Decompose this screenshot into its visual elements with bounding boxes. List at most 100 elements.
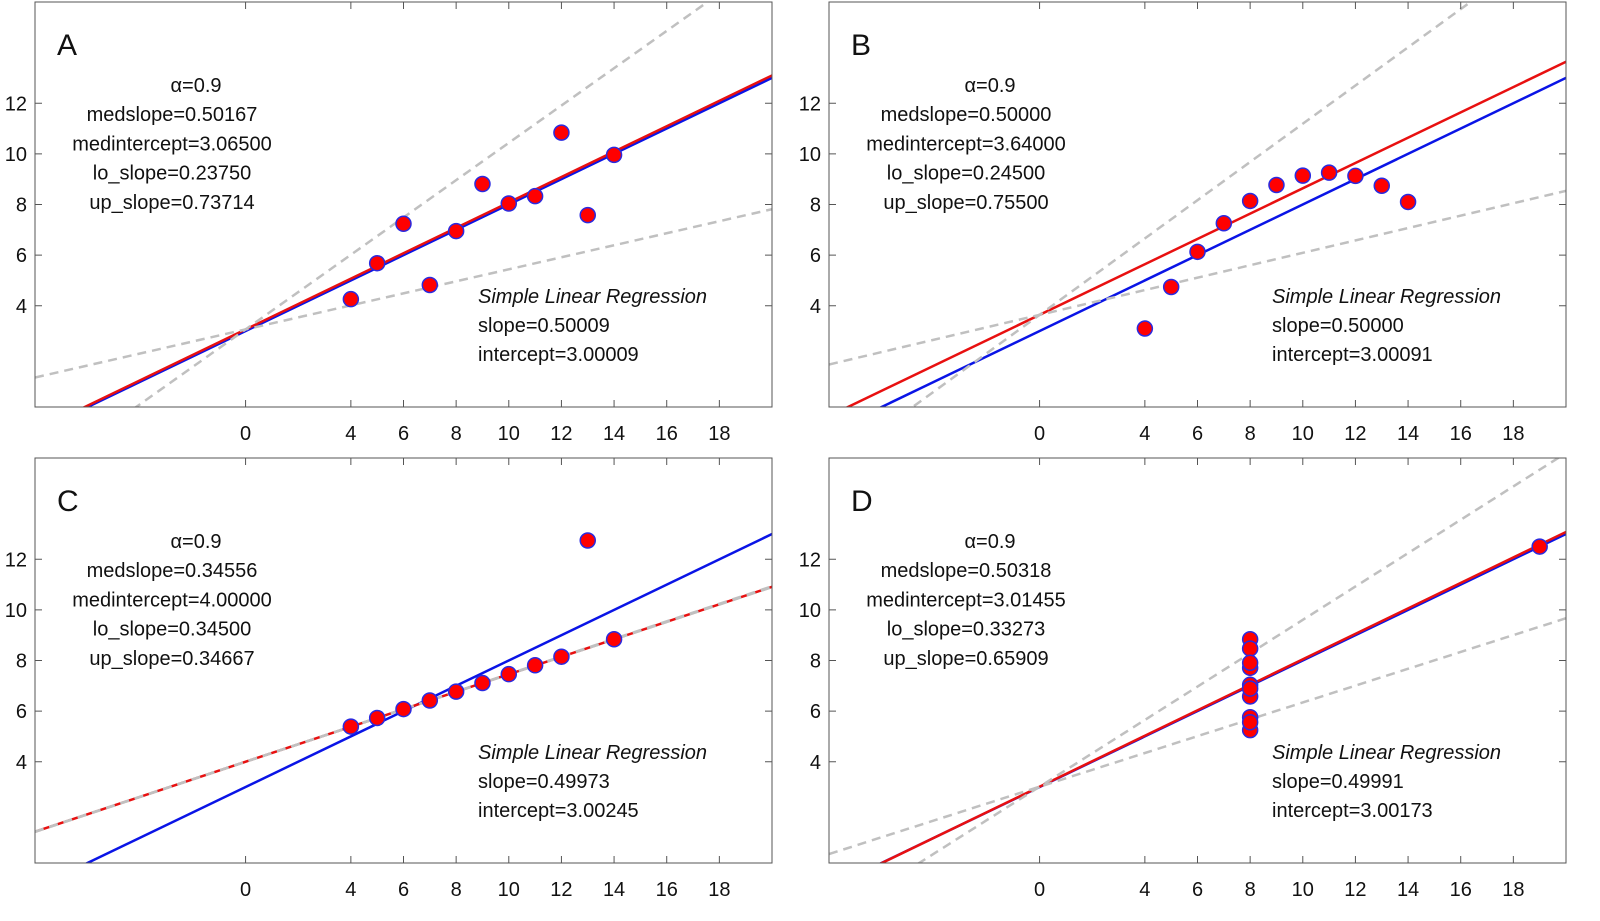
- data-point: [1268, 176, 1285, 194]
- data-point: [395, 215, 412, 232]
- data-point: [1215, 214, 1233, 232]
- y-tick-label: 8: [810, 195, 821, 217]
- data-point: [474, 175, 491, 193]
- x-tick-label: 18: [1502, 879, 1524, 901]
- y-tick-label: 12: [799, 93, 821, 115]
- x-tick-label: 6: [398, 423, 409, 445]
- panel-label: B: [851, 29, 871, 62]
- theil-sen-line: [879, 530, 1566, 863]
- x-tick-label: 8: [451, 879, 462, 901]
- x-tick-label: 14: [603, 423, 625, 445]
- panel-a: 4 6 8 10 12 0 4 6 8 10 12 14 16 18 Aα=0.9 medslope=0.50…: [5, 1, 773, 445]
- robust-stat: lo_slope=0.34500: [93, 619, 251, 641]
- robust-stat: up_slope=0.34667: [89, 648, 254, 670]
- upper-bound-line: [35, 585, 772, 834]
- alpha-label: α=0.9: [964, 531, 1015, 553]
- y-tick-label: 8: [16, 195, 27, 217]
- ols-stat: slope=0.49973: [478, 771, 610, 793]
- ols-stat: intercept=3.00173: [1272, 800, 1433, 822]
- x-tick-label: 0: [1034, 423, 1045, 445]
- panel-label: A: [57, 29, 77, 62]
- robust-stat: lo_slope=0.33273: [887, 619, 1045, 641]
- robust-stat: medslope=0.50167: [87, 104, 258, 126]
- x-tick-label: 16: [1450, 423, 1472, 445]
- alpha-label: α=0.9: [170, 75, 221, 97]
- data-point: [500, 195, 518, 212]
- data-point: [1320, 164, 1338, 181]
- ols-title: Simple Linear Regression: [478, 742, 707, 764]
- panel-c: 4 6 8 10 12 0 4 6 8 10 12 14 16 18 Cα=0.9 medslope=0.34…: [5, 457, 773, 901]
- x-tick-label: 14: [1397, 423, 1419, 445]
- data-point: [421, 276, 439, 294]
- theil-sen-line: [81, 74, 772, 407]
- x-tick-label: 10: [1292, 879, 1314, 901]
- ols-stat: intercept=3.00009: [478, 344, 639, 366]
- y-tick-label: 6: [16, 245, 27, 267]
- data-point: [605, 146, 623, 164]
- data-point: [342, 290, 360, 308]
- panel-label: C: [57, 485, 79, 518]
- x-tick-label: 10: [1292, 423, 1314, 445]
- y-tick-label: 6: [810, 701, 821, 723]
- data-point: [526, 187, 544, 205]
- y-tick-label: 10: [799, 144, 821, 166]
- robust-stat: up_slope=0.75500: [883, 192, 1048, 214]
- data-point: [1294, 167, 1312, 184]
- data-point: [553, 124, 570, 141]
- ols-title: Simple Linear Regression: [1272, 742, 1501, 764]
- x-tick-label: 6: [1192, 423, 1203, 445]
- x-tick-label: 16: [656, 423, 678, 445]
- panel-b: 4 6 8 10 12 0 4 6 8 10 12 14 16 18 Bα=0.9 medslope=0.50…: [799, 1, 1567, 445]
- x-tick-label: 18: [708, 423, 730, 445]
- data-point: [553, 648, 570, 665]
- x-tick-label: 12: [1344, 879, 1366, 901]
- lower-bound-line: [829, 617, 1566, 856]
- data-point: [605, 630, 623, 648]
- data-point: [342, 718, 360, 735]
- data-point: [421, 692, 439, 709]
- ols-stat: intercept=3.00091: [1272, 344, 1433, 366]
- x-tick-label: 18: [708, 879, 730, 901]
- robust-stat: medintercept=3.01455: [866, 589, 1066, 611]
- ols-title: Simple Linear Regression: [1272, 286, 1501, 308]
- data-point: [1162, 278, 1180, 296]
- upper-bound-line: [916, 458, 1561, 863]
- data-point: [526, 657, 544, 674]
- lower-bound-line: [829, 189, 1566, 366]
- x-tick-label: 4: [345, 879, 356, 901]
- regression-lines: [829, 458, 1566, 863]
- y-tick-label: 4: [810, 752, 821, 774]
- x-tick-label: 4: [345, 423, 356, 445]
- data-point: [1399, 193, 1417, 211]
- robust-stat: medslope=0.50318: [881, 560, 1052, 582]
- y-tick-label: 12: [799, 549, 821, 571]
- robust-stat: up_slope=0.65909: [883, 648, 1048, 670]
- data-point: [579, 532, 596, 549]
- x-tick-label: 16: [656, 879, 678, 901]
- data-point: [579, 206, 596, 224]
- data-point: [1347, 167, 1364, 185]
- data-point: [1241, 640, 1259, 657]
- y-tick-label: 12: [5, 93, 27, 115]
- data-point: [368, 709, 386, 727]
- data-point: [1189, 243, 1206, 261]
- data-point: [447, 222, 465, 240]
- y-tick-label: 4: [16, 296, 27, 318]
- x-tick-label: 4: [1139, 423, 1150, 445]
- robust-stat: lo_slope=0.23750: [93, 163, 251, 185]
- x-tick-label: 16: [1450, 879, 1472, 901]
- x-tick-label: 4: [1139, 879, 1150, 901]
- y-tick-label: 12: [5, 549, 27, 571]
- y-tick-label: 6: [810, 245, 821, 267]
- robust-stat: up_slope=0.73714: [89, 192, 254, 214]
- ols-line: [84, 76, 772, 407]
- robust-stat: medintercept=3.64000: [866, 133, 1066, 155]
- data-point: [1373, 177, 1390, 195]
- x-tick-label: 12: [550, 879, 572, 901]
- data-point: [368, 254, 386, 272]
- ols-title: Simple Linear Regression: [478, 286, 707, 308]
- x-tick-label: 12: [550, 423, 572, 445]
- x-tick-label: 0: [240, 879, 251, 901]
- data-point: [1241, 714, 1259, 731]
- ols-stat: intercept=3.00245: [478, 800, 639, 822]
